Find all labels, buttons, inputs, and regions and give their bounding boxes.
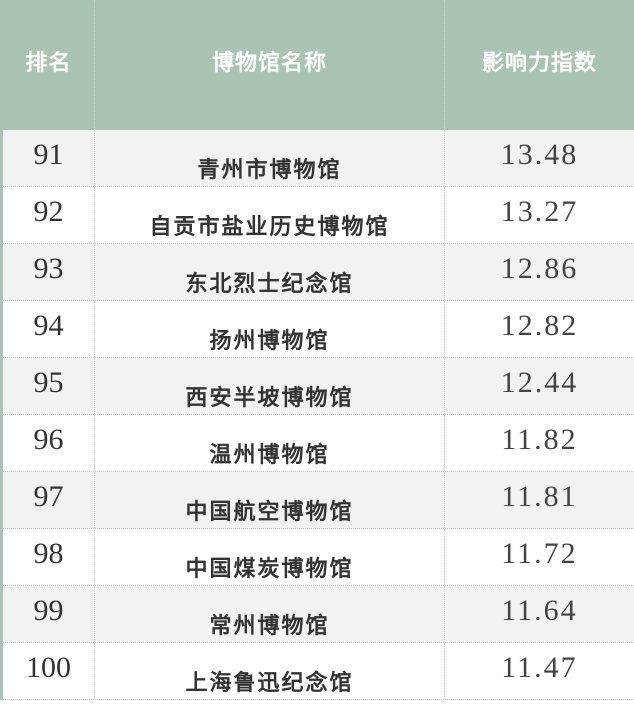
rank-cell: 98	[3, 529, 95, 585]
table-row: 91 青州市博物馆 13.48	[3, 130, 634, 187]
influence-index-cell: 12.82	[500, 309, 579, 342]
header-museum-name: 博物馆名称	[95, 0, 445, 130]
table-row: 92 自贡市盐业历史博物馆 13.27	[3, 187, 634, 244]
museum-name-cell: 中国煤炭博物馆	[95, 529, 445, 585]
table-row: 98 中国煤炭博物馆 11.72	[3, 529, 634, 586]
influence-index-cell: 11.72	[501, 537, 578, 570]
table-row: 94 扬州博物馆 12.82	[3, 301, 634, 358]
rank-cell: 97	[3, 472, 95, 528]
table-row: 100 上海鲁迅纪念馆 11.47	[3, 643, 634, 700]
rank-cell: 92	[3, 187, 95, 243]
table-row: 96 温州博物馆 11.82	[3, 415, 634, 472]
header-rank: 排名	[3, 0, 95, 130]
museum-name-cell: 温州博物馆	[95, 415, 445, 471]
table-row: 93 东北烈士纪念馆 12.86	[3, 244, 634, 301]
influence-index-cell: 12.86	[500, 252, 579, 285]
influence-index-cell: 13.48	[500, 138, 579, 171]
rank-cell: 99	[3, 586, 95, 642]
museum-name-cell: 扬州博物馆	[95, 301, 445, 357]
header-influence-index: 影响力指数	[481, 51, 597, 76]
influence-index-cell: 11.64	[501, 594, 578, 627]
influence-index-cell: 11.81	[501, 480, 578, 513]
rank-cell: 94	[3, 301, 95, 357]
table-header: 排名 博物馆名称 影响力指数	[3, 0, 634, 130]
museum-name-cell: 常州博物馆	[95, 586, 445, 642]
table-body: 91 青州市博物馆 13.48 92 自贡市盐业历史博物馆 13.27 93 东北烈士纪念馆 1…	[3, 130, 634, 700]
influence-index-cell: 13.27	[500, 195, 579, 228]
rank-cell: 93	[3, 244, 95, 300]
museum-name-cell: 西安半坡博物馆	[95, 358, 445, 414]
rank-cell: 96	[3, 415, 95, 471]
table-row: 97 中国航空博物馆 11.81	[3, 472, 634, 529]
table-row: 99 常州博物馆 11.64	[3, 586, 634, 643]
museum-name-cell: 东北烈士纪念馆	[95, 244, 445, 300]
influence-index-cell: 11.82	[501, 423, 578, 456]
rank-cell: 95	[3, 358, 95, 414]
rank-cell: 100	[3, 643, 95, 699]
rank-cell: 91	[3, 130, 95, 186]
influence-index-cell: 11.47	[501, 651, 578, 684]
influence-index-cell: 12.44	[500, 366, 579, 399]
museum-name-cell: 自贡市盐业历史博物馆	[95, 187, 445, 243]
table-row: 95 西安半坡博物馆 12.44	[3, 358, 634, 415]
museum-name-cell: 上海鲁迅纪念馆	[95, 643, 445, 699]
museum-name-cell: 中国航空博物馆	[95, 472, 445, 528]
museum-name-cell: 青州市博物馆	[95, 130, 445, 186]
